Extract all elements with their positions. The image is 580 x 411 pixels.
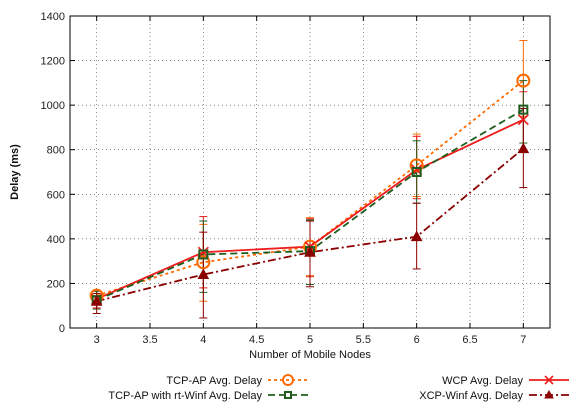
- y-tick-label: 1200: [41, 56, 65, 68]
- y-tick-label: 800: [47, 145, 65, 157]
- data-point-xcp-winf-avg-delay: [90, 295, 103, 306]
- legend-marker-wcp-avg-delay-stroke-b: [544, 375, 554, 385]
- data-point-xcp-winf-avg-delay: [197, 268, 210, 280]
- data-point-wcp-avg-delay: [517, 114, 529, 126]
- series-line-tcp-ap-avg-delay: [96, 79, 524, 297]
- legend-label-tcp-ap-avg-delay: TCP-AP Avg. Delay: [166, 375, 262, 387]
- series-line-xcp-winf-avg-delay: [96, 147, 524, 303]
- x-tick-label: 4: [200, 334, 206, 346]
- x-tick-label: 4.5: [249, 334, 264, 346]
- y-tick-label: 1000: [41, 100, 65, 112]
- y-tick-label: 400: [47, 234, 65, 246]
- legend-marker-tcp-ap-avg-delay: [282, 374, 294, 386]
- legend: TCP-AP Avg. Delay TCP-AP with rt-Winf Avg…: [108, 374, 569, 402]
- data-point-xcp-winf-avg-delay: [517, 142, 530, 154]
- data-point-tcp-ap-with-rt-winf-avg-delay: [411, 167, 422, 177]
- legend-marker-xcp-winf-avg-delay: [544, 389, 554, 399]
- y-tick-label: 0: [59, 323, 65, 335]
- data-point-tcp-ap-avg-delay: [516, 73, 531, 88]
- x-axis-label: Number of Mobile Nodes: [249, 349, 371, 361]
- y-tick-label: 1400: [41, 11, 65, 23]
- y-tick-label: 600: [47, 189, 65, 201]
- legend-label-tcp-ap-with-rt-winf-avg-delay: TCP-AP with rt-Winf Avg. Delay: [108, 390, 262, 402]
- y-axis-label: Delay (ms): [9, 144, 21, 200]
- data-point-xcp-winf-avg-delay: [410, 230, 423, 242]
- errorbar-layer: [92, 40, 528, 319]
- data-point-tcp-ap-with-rt-winf-avg-delay: [518, 104, 529, 115]
- data-point-tcp-ap-with-rt-winf-avg-delay: [198, 249, 209, 260]
- x-tick-label: 3.5: [142, 334, 157, 346]
- x-tick-label: 3: [94, 334, 100, 346]
- ticks-layer: 3 3.5 4 4.5 5 5.5 6 6.5 7 0 200 400 600 800 1000 1200 14…: [41, 11, 550, 346]
- legend-label-xcp-winf-avg-delay: XCP-Winf Avg. Delay: [419, 390, 523, 402]
- y-tick-label: 200: [47, 278, 65, 290]
- x-tick-label: 7: [520, 334, 526, 346]
- legend-label-wcp-avg-delay: WCP Avg. Delay: [442, 375, 523, 387]
- marker-layer: [89, 73, 531, 306]
- x-tick-label: 5: [307, 334, 313, 346]
- legend-marker-wcp-avg-delay: [544, 375, 554, 385]
- x-tick-label: 5.5: [356, 334, 371, 346]
- x-tick-label: 6: [414, 334, 420, 346]
- data-point-xcp-winf-avg-delay: [304, 246, 316, 257]
- legend-marker-tcp-ap-with-rt-winf-avg-delay: [284, 391, 292, 399]
- x-tick-label: 6.5: [462, 334, 477, 346]
- data-point-wcp-avg-delay-stroke-b: [517, 114, 529, 126]
- data-point-tcp-ap-avg-delay: [196, 255, 211, 270]
- data-point-tcp-ap-avg-delay: [409, 158, 424, 173]
